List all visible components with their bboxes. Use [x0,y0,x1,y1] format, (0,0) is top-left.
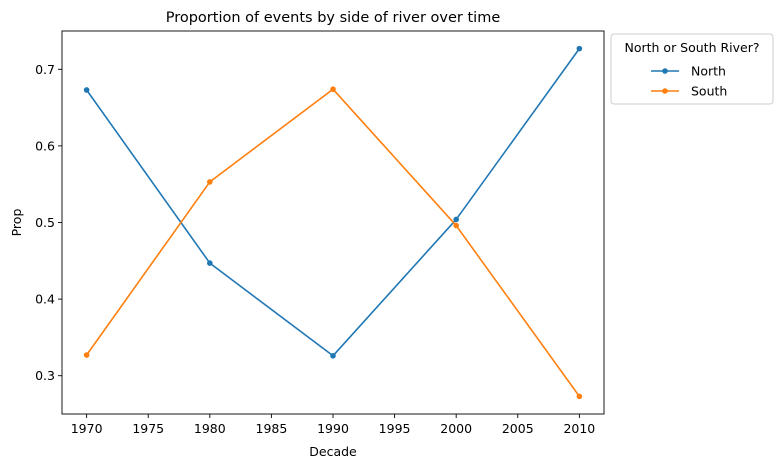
data-point-south [83,352,90,358]
legend-label-south: South [691,84,727,99]
x-axis-label: Decade [309,444,357,459]
x-tick-label: 1985 [256,421,288,436]
series-line-north [85,48,581,357]
y-tick-label: 0.4 [35,292,55,307]
chart-title: Proportion of events by side of river ov… [166,10,501,26]
y-tick-label: 0.7 [35,62,55,77]
x-tick-label: 2000 [440,421,472,436]
data-point-north [330,352,336,359]
x-tick-label: 1995 [379,421,411,436]
data-point-north [576,45,583,52]
data-point-south [453,222,459,229]
data-point-south [207,179,213,185]
y-axis-label: Prop [9,209,24,237]
x-tick-label: 1970 [71,421,103,436]
data-point-north [453,216,459,223]
x-tick-label: 1990 [317,421,349,436]
x-tick-label: 2005 [502,421,534,436]
plot-area: 1970 1975 1980 1985 1990 1995 2000 2005 2010 0.3 0… [35,30,605,436]
x-tick-label: 1980 [194,421,226,436]
series-line-south [85,88,581,397]
legend-marker-north [662,68,668,74]
legend-title: North or South River? [624,40,759,55]
y-tick-label: 0.3 [35,368,55,383]
x-tick-label: 2010 [563,421,595,436]
y-tick-label: 0.5 [35,215,55,230]
legend: North or South River? North South [610,33,774,105]
data-point-north [83,87,90,93]
data-point-north [207,260,213,266]
x-tick-label: 1975 [132,421,164,436]
legend-label-north: North [691,64,726,79]
legend-marker-south [662,88,668,94]
data-point-south [330,86,336,93]
y-tick-label: 0.6 [35,138,55,153]
legend-box [610,33,774,105]
data-point-south [576,393,583,400]
